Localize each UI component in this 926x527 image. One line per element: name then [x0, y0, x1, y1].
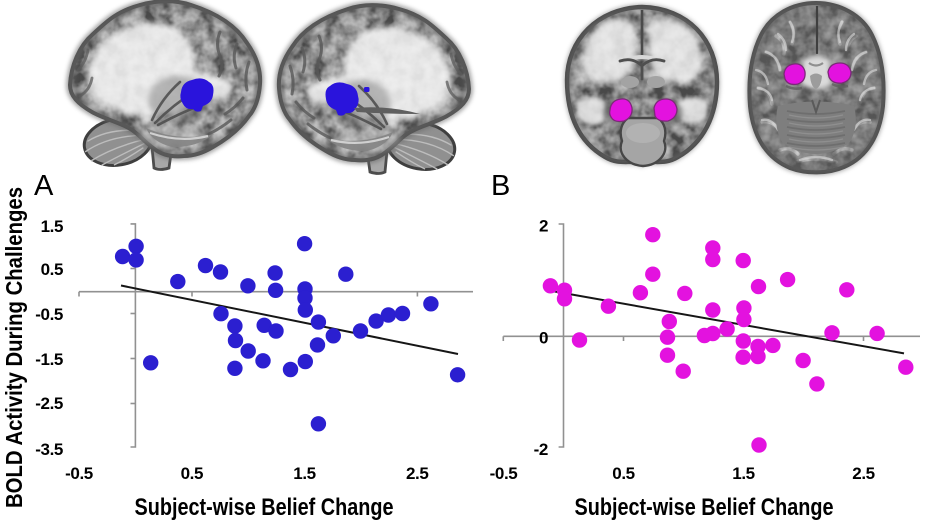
svg-text:0.5: 0.5 — [612, 464, 634, 483]
svg-text:-0.5: -0.5 — [35, 305, 63, 324]
svg-text:0: 0 — [539, 329, 548, 348]
svg-text:A: A — [34, 170, 54, 202]
svg-text:1.5: 1.5 — [732, 464, 754, 483]
svg-text:-3.5: -3.5 — [35, 440, 63, 459]
svg-text:Subject-wise Belief Change: Subject-wise Belief Change — [575, 494, 834, 521]
svg-text:2.5: 2.5 — [406, 464, 428, 483]
svg-text:-0.5: -0.5 — [490, 464, 518, 483]
svg-text:B: B — [491, 170, 510, 202]
svg-text:2.5: 2.5 — [852, 464, 874, 483]
svg-text:BOLD Activity During Challenge: BOLD Activity During Challenges — [1, 187, 27, 508]
svg-text:-2: -2 — [534, 440, 548, 459]
svg-text:2: 2 — [539, 217, 548, 236]
svg-text:1.5: 1.5 — [41, 217, 63, 236]
svg-text:-0.5: -0.5 — [65, 464, 93, 483]
svg-text:Subject-wise Belief Change: Subject-wise Belief Change — [135, 494, 394, 521]
svg-text:-2.5: -2.5 — [35, 394, 63, 413]
svg-text:0.5: 0.5 — [181, 464, 203, 483]
svg-text:-1.5: -1.5 — [35, 350, 63, 369]
svg-text:1.5: 1.5 — [293, 464, 315, 483]
svg-text:0.5: 0.5 — [41, 260, 63, 279]
